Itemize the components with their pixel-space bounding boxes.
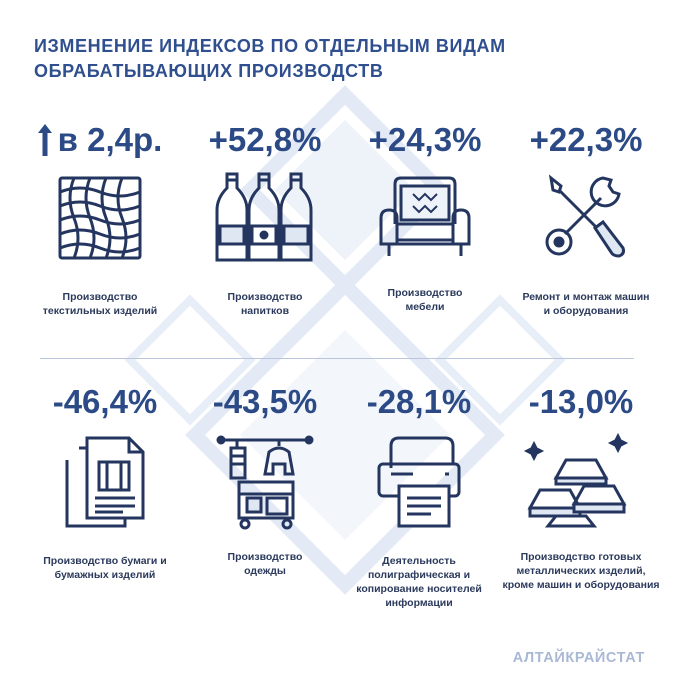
stat-label: Производство готовых металлических издел…: [502, 551, 660, 591]
stat-label: Производство мебели: [387, 287, 463, 313]
stat-value: -13,0%: [528, 383, 634, 420]
stat-value: -46,4%: [52, 383, 158, 420]
armchair-icon: [379, 176, 471, 256]
wrench-screwdriver-icon: [545, 174, 625, 258]
textile-icon: [58, 176, 142, 260]
stat-value-text: в 2,4р.: [57, 121, 163, 158]
stat-label: Ремонт и монтаж машин и оборудования: [522, 291, 650, 317]
metal-ingots-icon: [523, 432, 629, 528]
bottles-icon: [215, 172, 313, 262]
stat-paper: -46,4% Производство бумаги и бумажных из…: [20, 384, 190, 604]
stat-value: в 2,4р.: [20, 122, 180, 158]
source-credit: АЛТАЙКРАЙСТАТ: [512, 650, 645, 666]
title-line-1: ИЗМЕНЕНИЕ ИНДЕКСОВ ПО ОТДЕЛЬНЫМ ВИДАМ: [34, 36, 506, 56]
stat-clothing: -43,5% Производство одежды: [190, 384, 340, 604]
stat-value: -43,5%: [212, 383, 318, 420]
printer-icon: [377, 436, 461, 528]
clothing-rack-icon: [216, 435, 314, 530]
paper-documents-icon: [65, 436, 145, 528]
stat-label: Деятельность полиграфическая и копирован…: [356, 555, 482, 609]
stat-furniture: +24,3% Производство мебели: [350, 122, 500, 332]
stat-label: Производство одежды: [227, 551, 303, 577]
stat-repair: +22,3% Ремонт и монтаж машин и оборудова…: [506, 122, 666, 342]
page-title: ИЗМЕНЕНИЕ ИНДЕКСОВ ПО ОТДЕЛЬНЫМ ВИДАМ ОБ…: [34, 34, 654, 84]
arrow-up-icon: [37, 124, 52, 156]
stat-value: +24,3%: [368, 121, 482, 158]
stat-value: +22,3%: [529, 121, 643, 158]
stat-beverages: +52,8% Производство напитков: [190, 122, 340, 332]
stat-printing: -28,1% Деятельность полиграфическая и ко…: [344, 384, 494, 634]
title-line-2: ОБРАБАТЫВАЮЩИХ ПРОИЗВОДСТВ: [34, 61, 384, 81]
stat-label: Производство напитков: [227, 291, 303, 317]
stat-textile: в 2,4р. Производство текстильных изделий: [20, 122, 180, 332]
stat-value: +52,8%: [208, 121, 322, 158]
stat-metal: -13,0% Производство готовых металлически…: [496, 384, 666, 624]
stat-label: Производство бумаги и бумажных изделий: [43, 555, 167, 581]
section-divider: [40, 358, 634, 359]
stat-label: Производство текстильных изделий: [42, 291, 158, 317]
stat-value: -28,1%: [366, 383, 472, 420]
